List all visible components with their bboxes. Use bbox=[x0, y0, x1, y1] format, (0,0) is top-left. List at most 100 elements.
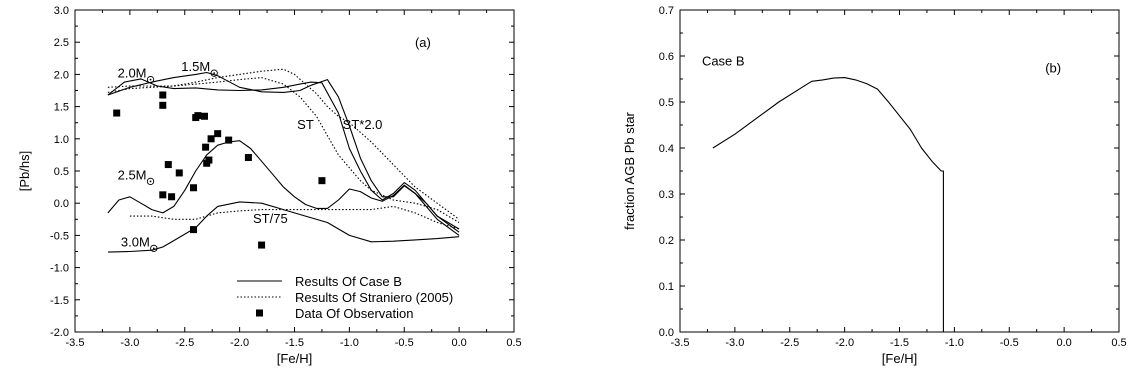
y-tick-label: -1.0 bbox=[50, 263, 69, 275]
straniero-curve bbox=[107, 68, 460, 220]
curve-annotation: ST*2.0 bbox=[343, 117, 383, 132]
case-b-curve bbox=[712, 77, 944, 332]
x-tick-label: 0.5 bbox=[506, 337, 521, 349]
curve-annotation: 2.5M bbox=[118, 167, 147, 182]
x-axis-ticks-b: -3.5 -3.0 -2.5 -2.0 -1.5 -1.0 -0.5 0.0 0.5 bbox=[671, 10, 1127, 349]
observation-point bbox=[175, 169, 183, 177]
x-tick-label: -1.5 bbox=[285, 337, 304, 349]
observation-point bbox=[244, 153, 252, 161]
x-tick-label: -1.0 bbox=[945, 337, 964, 349]
y-tick-label: -0.5 bbox=[50, 230, 69, 242]
y-tick-label: 0.3 bbox=[659, 189, 674, 201]
observation-point bbox=[168, 193, 176, 201]
x-tick-label: -3.0 bbox=[120, 337, 139, 349]
observation-point bbox=[214, 130, 222, 138]
y-tick-label: 0.4 bbox=[659, 143, 674, 155]
sun-symbol-dot bbox=[149, 78, 152, 81]
observation-point bbox=[258, 241, 266, 249]
sun-symbol-dot bbox=[213, 72, 216, 75]
curve-annotation: 2.0M bbox=[118, 66, 147, 81]
x-axis-label-b: [Fe/H] bbox=[882, 351, 917, 366]
observation-point bbox=[113, 109, 121, 117]
observation-point bbox=[207, 135, 215, 143]
series-group-b bbox=[712, 77, 944, 332]
observation-point bbox=[164, 161, 172, 169]
legend-square-marker bbox=[256, 309, 263, 317]
observation-point bbox=[318, 177, 326, 185]
y-axis-label-a: [Pb/hs] bbox=[17, 151, 32, 191]
x-tick-label: -2.0 bbox=[835, 337, 854, 349]
x-tick-label: -1.0 bbox=[340, 337, 359, 349]
straniero-curve bbox=[129, 205, 460, 230]
x-tick-label: -2.0 bbox=[230, 337, 249, 349]
y-tick-label: 0.0 bbox=[54, 198, 69, 210]
x-tick-label: -3.5 bbox=[66, 337, 85, 349]
observation-point bbox=[202, 143, 210, 151]
legend-entry-straniero: Results Of Straniero (2005) bbox=[295, 290, 453, 305]
sun-symbol-icon bbox=[146, 177, 155, 186]
x-tick-label: -0.5 bbox=[395, 337, 414, 349]
x-tick-label: -3.5 bbox=[671, 337, 690, 349]
case-b-annotation: Case B bbox=[702, 54, 745, 69]
observation-point bbox=[159, 91, 167, 99]
x-tick-label: -1.5 bbox=[890, 337, 909, 349]
x-axis-label-a: [Fe/H] bbox=[277, 351, 312, 366]
y-tick-label: 2.0 bbox=[54, 69, 69, 81]
x-axis-ticks-a: -3.5 -3.0 -2.5 -2.0 -1.5 -1.0 -0.5 0.0 0.5 bbox=[66, 10, 522, 349]
observation-point bbox=[190, 184, 198, 192]
curve-annotation: ST/75 bbox=[253, 211, 288, 226]
y-axis-ticks-a: -2.0 -1.5 -1.0 -0.5 0.0 0.5 1.0 1.5 2.0 2.5 3.0 bbox=[50, 5, 514, 339]
y-tick-label: 2.5 bbox=[54, 37, 69, 49]
y-tick-label: 0.5 bbox=[54, 166, 69, 178]
y-tick-label: -2.0 bbox=[50, 327, 69, 339]
y-tick-label: 0.2 bbox=[659, 235, 674, 247]
observation-point bbox=[194, 112, 202, 120]
y-tick-label: 1.0 bbox=[54, 134, 69, 146]
y-axis-ticks-b: 0.0 0.1 0.2 0.3 0.4 0.5 0.6 0.7 bbox=[659, 5, 1119, 339]
curve-annotation: ST bbox=[297, 117, 314, 132]
legend-entry-observation: Data Of Observation bbox=[295, 306, 414, 321]
legend: Results Of Case B Results Of Straniero (… bbox=[237, 274, 453, 321]
panel-b: -3.5 -3.0 -2.5 -2.0 -1.5 -1.0 -0.5 0.0 0.5 0.00.… bbox=[622, 5, 1127, 366]
panel-label-a: (a) bbox=[415, 35, 431, 50]
observation-point bbox=[159, 101, 167, 109]
y-tick-label: 1.5 bbox=[54, 102, 69, 114]
y-tick-label: 0.7 bbox=[659, 5, 674, 17]
sun-symbol-icon bbox=[146, 75, 155, 84]
x-tick-label: -0.5 bbox=[1000, 337, 1019, 349]
x-tick-label: 0.0 bbox=[1056, 337, 1071, 349]
y-tick-label: -1.5 bbox=[50, 295, 69, 307]
x-tick-label: -2.5 bbox=[175, 337, 194, 349]
y-tick-label: 0.5 bbox=[659, 97, 674, 109]
panel-label-b: (b) bbox=[1045, 61, 1061, 76]
observation-point bbox=[201, 112, 209, 120]
y-axis-label-b: fraction AGB Pb star bbox=[622, 111, 637, 229]
x-tick-label: -2.5 bbox=[780, 337, 799, 349]
curve-annotation: 1.5M bbox=[181, 59, 210, 74]
x-tick-label: -3.0 bbox=[725, 337, 744, 349]
sun-symbol-dot bbox=[149, 180, 152, 183]
observation-point bbox=[205, 156, 213, 164]
curve-annotation: 3.0M bbox=[121, 234, 150, 249]
x-tick-label: 0.5 bbox=[1111, 337, 1126, 349]
case-b-curve bbox=[107, 78, 460, 230]
x-tick-label: 0.0 bbox=[451, 337, 466, 349]
sun-symbol-dot bbox=[152, 247, 155, 250]
y-tick-label: 0.0 bbox=[659, 327, 674, 339]
sun-symbol-icon bbox=[150, 244, 158, 252]
panel-a: -3.5 -3.0 -2.5 -2.0 -1.5 -1.0 -0.5 0.0 0.5 -2.0-… bbox=[17, 5, 522, 366]
y-tick-label: 0.1 bbox=[659, 281, 674, 293]
observation-point bbox=[159, 191, 167, 199]
observation-point bbox=[225, 136, 233, 144]
plot-frame-b bbox=[679, 9, 1120, 333]
series-group-a bbox=[107, 68, 460, 253]
straniero-curve bbox=[107, 77, 460, 223]
y-tick-label: 3.0 bbox=[54, 5, 69, 17]
legend-entry-case-b: Results Of Case B bbox=[295, 274, 402, 289]
y-tick-label: 0.6 bbox=[659, 51, 674, 63]
sun-symbol-icon bbox=[210, 69, 218, 77]
case-b-curve bbox=[107, 201, 460, 253]
annotations-a: 2.0M 1.5M 2.5M 3.0M ST ST*2.0 ST/75 bbox=[118, 59, 383, 252]
case-b-curve bbox=[107, 140, 460, 236]
